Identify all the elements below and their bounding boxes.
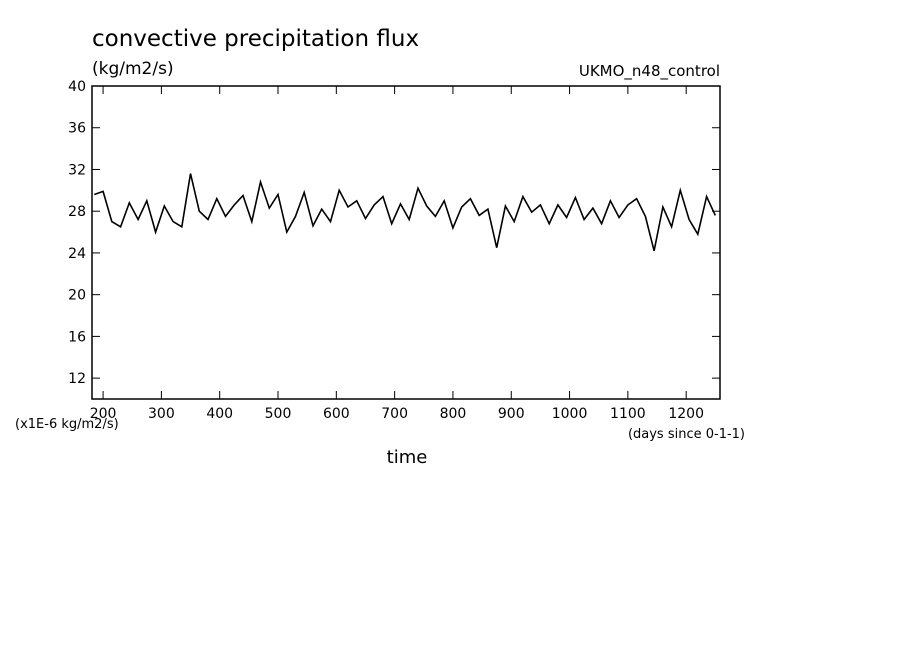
x-tick-label: 700 (381, 406, 408, 422)
dataset-label: UKMO_n48_control (579, 62, 720, 81)
y-axis-units: (x1E-6 kg/m2/s) (15, 417, 119, 432)
plot-frame (91, 85, 721, 400)
x-tick-label: 500 (265, 406, 292, 422)
y-tick-label: 28 (68, 204, 86, 220)
data-line (94, 173, 717, 251)
x-tick-label: 600 (323, 406, 350, 422)
x-tick-label: 300 (148, 406, 175, 422)
y-tick-label: 36 (68, 121, 86, 137)
x-axis-title: time (387, 447, 428, 468)
y-tick-label: 40 (68, 79, 86, 95)
chart-subtitle: (kg/m2/s) (92, 59, 174, 79)
y-tick-label: 20 (68, 288, 86, 304)
y-tick-label: 16 (68, 329, 86, 345)
x-axis-units: (days since 0-1-1) (628, 427, 745, 442)
y-tick-label: 24 (68, 246, 86, 262)
chart-title: convective precipitation flux (92, 26, 419, 52)
x-tick-label: 400 (206, 406, 233, 422)
y-tick-label: 32 (68, 162, 86, 178)
x-tick-label: 1200 (668, 406, 704, 422)
x-tick-label: 900 (498, 406, 525, 422)
x-tick-label: 1000 (552, 406, 588, 422)
y-tick-label: 12 (68, 371, 86, 387)
x-tick-label: 800 (440, 406, 467, 422)
x-tick-label: 200 (90, 406, 117, 422)
x-tick-label: 1100 (610, 406, 646, 422)
